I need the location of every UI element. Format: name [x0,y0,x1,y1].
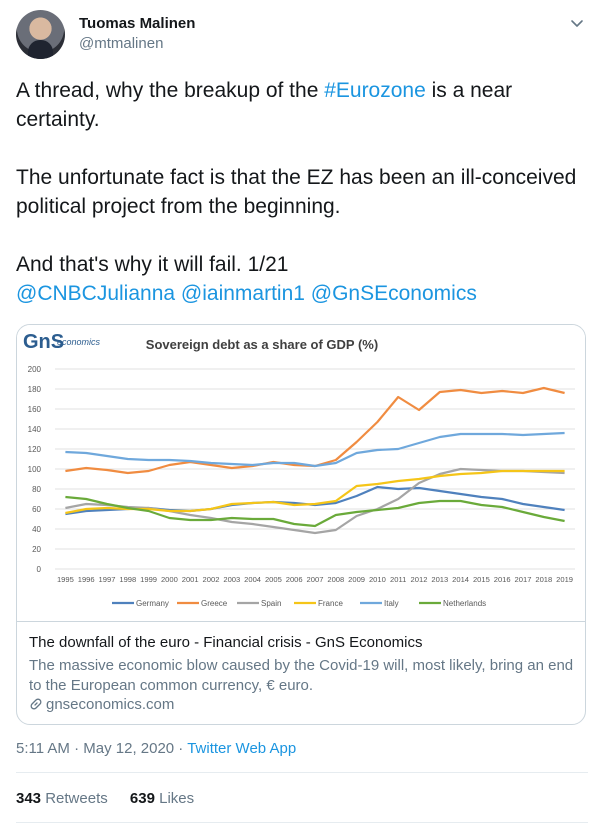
y-tick-label: 100 [28,465,42,474]
logo-subtext: economics [57,337,101,347]
timestamp[interactable]: 5:11 AM · May 12, 2020 · [16,740,188,757]
logo-text: GnS [23,331,64,353]
y-tick-label: 140 [28,425,42,434]
tweet-text-para3: And that's why it will fail. 1/21 [16,253,289,276]
y-tick-label: 120 [28,445,42,454]
legend-label: Spain [261,599,281,608]
x-tick-label: 1999 [140,575,157,584]
chart-title: Sovereign debt as a share of GDP (%) [146,337,378,352]
x-tick-label: 2003 [223,575,240,584]
x-tick-label: 2007 [307,575,324,584]
legend-label: Greece [201,599,228,608]
card-title[interactable]: The downfall of the euro - Financial cri… [29,634,423,651]
y-tick-label: 180 [28,385,42,394]
x-tick-label: 2012 [411,575,428,584]
mention-link[interactable]: @iainmartin1 [180,282,305,305]
x-tick-label: 2019 [556,575,573,584]
legend-label: France [318,599,343,608]
x-tick-label: 2017 [515,575,532,584]
hashtag-link[interactable]: #Eurozone [324,79,426,102]
x-tick-label: 2014 [452,575,469,584]
x-tick-label: 1998 [119,575,136,584]
x-tick-label: 2004 [244,575,261,584]
x-tick-label: 1997 [99,575,116,584]
tweet-text-line1: A thread, why the breakup of the [16,79,325,102]
x-tick-label: 2009 [348,575,365,584]
y-tick-label: 40 [32,525,41,534]
tweet-text-para2: The unfortunate fact is that the EZ has … [16,166,577,218]
chevron-down-icon[interactable] [568,14,586,32]
x-tick-label: 2010 [369,575,386,584]
card-description: The massive economic blow caused by the … [29,657,574,694]
card-image[interactable]: GnS economics Sovereign debt as a share … [17,325,585,622]
x-tick-label: 2011 [390,575,406,584]
y-tick-label: 200 [28,365,42,374]
series-line-spain [65,467,565,535]
x-tick-label: 2000 [161,575,178,584]
avatar[interactable] [16,10,65,59]
author-name[interactable]: Tuomas Malinen [79,15,196,32]
mention-link[interactable]: @GnSEconomics [310,282,477,305]
y-tick-label: 80 [32,485,41,494]
link-card[interactable]: GnS economics Sovereign debt as a share … [16,324,586,725]
source-app-link[interactable]: Twitter Web App [187,740,297,757]
likes-stat[interactable]: 639 Likes [130,790,194,807]
series-line-netherlands [65,495,565,528]
legend-label: Netherlands [443,599,486,608]
x-tick-label: 2001 [182,575,199,584]
x-tick-label: 2018 [535,575,552,584]
y-tick-label: 160 [28,405,42,414]
x-tick-label: 2015 [473,575,490,584]
link-icon [30,698,42,710]
y-tick-label: 20 [32,545,41,554]
gns-logo: GnS economics [23,331,101,353]
x-tick-label: 2013 [431,575,448,584]
series-line-france [65,469,565,515]
x-tick-label: 2008 [327,575,344,584]
retweets-label: Retweets [45,790,108,807]
tweet-header: Tuomas Malinen @mtmalinen [16,10,588,62]
legend-label: Italy [384,599,399,608]
series-line-italy [65,431,565,468]
mention-link[interactable]: @CNBCJulianna [16,282,176,305]
x-tick-label: 2006 [286,575,303,584]
card-domain[interactable]: gnseconomics.com [29,696,174,713]
tweet-stats: 343 Retweets 639 Likes [16,790,212,807]
tweet-text: A thread, why the breakup of the #Eurozo… [16,76,586,308]
legend-label: Germany [136,599,169,608]
x-tick-label: 2016 [494,575,511,584]
divider [16,822,588,823]
tweet-text-line1-end: is a near certainty. [16,79,513,131]
retweets-count: 343 [16,790,42,807]
tweet-meta: 5:11 AM · May 12, 2020 · Twitter Web App [16,740,296,757]
x-tick-label: 1996 [78,575,95,584]
author-handle[interactable]: @mtmalinen [79,35,164,52]
x-tick-label: 1995 [57,575,74,584]
retweets-stat[interactable]: 343 Retweets [16,790,108,807]
divider [16,772,588,773]
likes-label: Likes [159,790,195,807]
x-tick-label: 2005 [265,575,282,584]
x-tick-label: 2002 [203,575,220,584]
debt-chart: GnS economics Sovereign debt as a share … [23,331,575,608]
likes-count: 639 [129,790,155,807]
card-domain-text: gnseconomics.com [46,696,175,713]
y-tick-label: 0 [37,565,42,574]
y-tick-label: 60 [32,505,41,514]
